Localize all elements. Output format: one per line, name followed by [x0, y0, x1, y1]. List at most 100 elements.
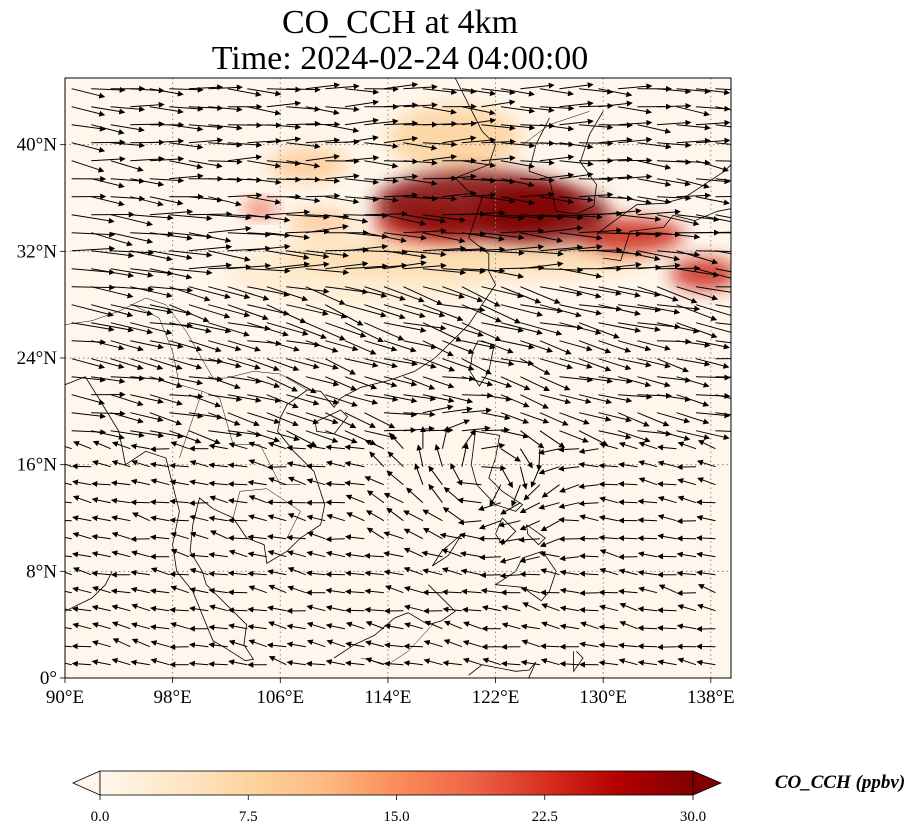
wind-arrow	[523, 484, 541, 501]
wind-arrow	[463, 621, 482, 630]
wind-arrow	[539, 304, 582, 318]
wind-arrow	[208, 176, 243, 183]
wind-arrow	[325, 322, 367, 338]
wind-arrow	[365, 621, 385, 630]
wind-arrow	[208, 158, 243, 165]
wind-arrow	[519, 502, 541, 514]
wind-arrow	[637, 412, 670, 427]
wind-arrow	[65, 608, 72, 612]
wind-arrow	[656, 376, 692, 383]
wind-arrow	[383, 120, 419, 127]
map-title: CO_CCH at 4km	[281, 4, 519, 41]
wind-arrow	[110, 249, 155, 256]
wind-arrow	[286, 304, 329, 317]
wind-arrow	[598, 394, 633, 404]
wind-arrow	[71, 160, 105, 173]
wind-arrow	[559, 268, 603, 279]
wind-arrow	[305, 394, 340, 405]
wind-arrow	[500, 430, 530, 439]
wind-arrow	[170, 548, 189, 558]
wind-arrow	[403, 358, 437, 369]
wind-arrow	[637, 569, 658, 576]
wind-arrow	[541, 621, 560, 630]
wind-arrow	[598, 156, 633, 163]
wind-arrow	[520, 286, 561, 304]
wind-arrow	[519, 466, 528, 490]
wind-arrow	[91, 286, 134, 299]
wind-arrow	[695, 374, 731, 381]
wind-arrow	[286, 430, 317, 447]
wind-arrow	[325, 571, 345, 578]
wind-arrow	[325, 286, 369, 295]
wind-arrow	[71, 339, 107, 346]
wind-arrow	[286, 86, 321, 93]
wind-arrow	[344, 430, 377, 446]
wind-arrow	[559, 623, 580, 630]
wind-arrow	[188, 552, 209, 559]
wind-arrow	[71, 358, 106, 370]
wind-arrow	[110, 430, 145, 438]
wind-arrow	[227, 141, 263, 148]
wind-arrow	[287, 585, 306, 594]
wind-arrow	[149, 446, 170, 453]
wind-arrow	[559, 322, 602, 335]
wind-arrow	[149, 286, 194, 294]
wind-arrow	[266, 160, 302, 167]
wind-arrow	[149, 156, 185, 162]
wind-arrow	[520, 412, 550, 424]
wind-arrow	[208, 515, 228, 522]
wind-arrow	[227, 570, 248, 577]
wind-arrow	[364, 340, 398, 352]
wind-arrow	[208, 106, 243, 113]
wind-arrow	[325, 376, 358, 391]
wind-arrow	[441, 589, 462, 596]
wind-arrow	[345, 621, 365, 630]
wind-arrow	[365, 657, 385, 666]
wind-arrow	[619, 602, 638, 612]
wind-arrow	[305, 213, 350, 220]
wind-arrow	[149, 534, 170, 541]
wind-arrow	[540, 658, 560, 666]
wind-arrow	[286, 534, 306, 541]
wind-arrow	[227, 304, 269, 321]
wind-arrow	[305, 192, 341, 199]
wind-arrow	[657, 460, 677, 468]
wind-arrow	[169, 517, 189, 524]
wind-arrow	[306, 639, 326, 648]
wind-arrow	[598, 376, 633, 384]
wind-arrow	[442, 406, 473, 414]
wind-arrow	[208, 304, 251, 318]
wind-arrow	[325, 83, 360, 90]
wind-arrow	[188, 376, 224, 383]
wind-arrow	[149, 376, 183, 389]
wind-arrow	[366, 490, 385, 504]
wind-arrow	[617, 83, 653, 90]
wind-arrow	[403, 411, 436, 418]
wind-arrow	[500, 502, 521, 515]
wind-arrow	[91, 430, 125, 440]
colorbar-extend-low	[72, 770, 101, 796]
wind-arrow	[539, 214, 584, 221]
wind-arrow	[558, 446, 580, 453]
wind-arrow	[188, 340, 222, 353]
wind-arrow	[344, 99, 379, 108]
wind-arrow	[457, 519, 482, 526]
wind-arrow	[305, 137, 341, 144]
wind-arrow	[208, 462, 228, 469]
wind-arrow	[188, 160, 223, 169]
wind-arrow	[461, 429, 476, 449]
wind-arrow	[383, 376, 418, 387]
wind-arrow	[442, 246, 486, 253]
wind-arrow	[676, 358, 711, 367]
wind-arrow	[696, 569, 716, 576]
wind-arrow	[188, 84, 224, 91]
wind-arrow	[325, 412, 357, 428]
wind-arrow	[383, 411, 418, 418]
wind-arrow	[91, 497, 111, 504]
wind-arrow	[480, 587, 501, 594]
wind-arrow	[344, 412, 376, 428]
wind-arrow	[267, 514, 287, 522]
wind-arrow	[91, 268, 135, 279]
wind-arrow	[91, 196, 125, 207]
